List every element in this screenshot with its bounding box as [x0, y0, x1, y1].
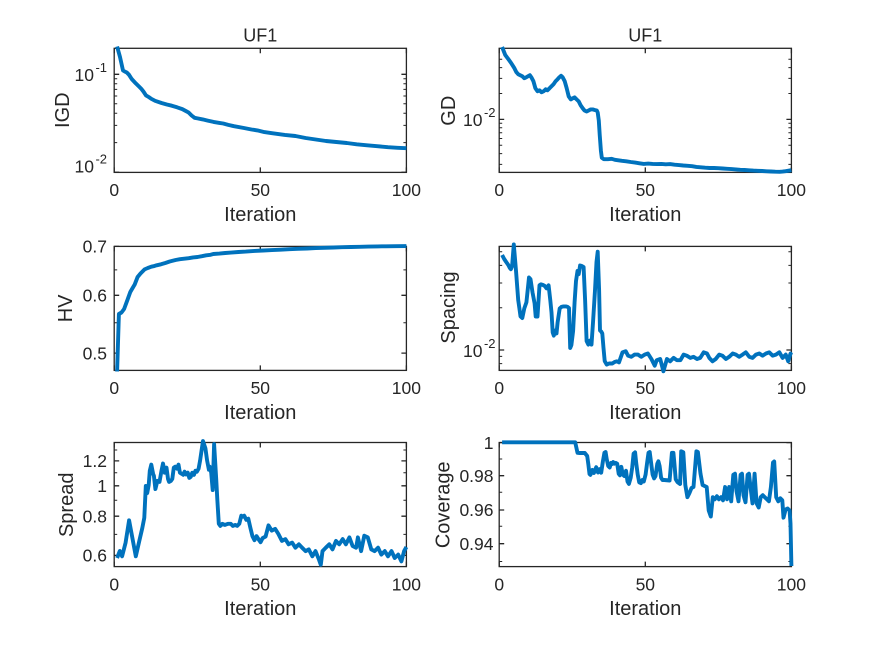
svg-text:0.5: 0.5	[83, 343, 107, 363]
svg-text:IGD: IGD	[52, 92, 74, 128]
svg-text:0.94: 0.94	[459, 534, 493, 554]
svg-text:50: 50	[251, 574, 271, 594]
svg-text:0: 0	[109, 574, 119, 594]
svg-text:-2: -2	[95, 152, 107, 167]
svg-text:Iteration: Iteration	[609, 598, 681, 620]
svg-text:Iteration: Iteration	[224, 402, 296, 424]
svg-text:HV: HV	[55, 294, 77, 322]
svg-text:100: 100	[777, 180, 806, 200]
svg-text:Iteration: Iteration	[224, 204, 296, 226]
svg-text:Spread: Spread	[56, 473, 78, 538]
svg-text:0: 0	[494, 378, 504, 398]
svg-text:50: 50	[636, 574, 656, 594]
svg-text:100: 100	[392, 574, 421, 594]
svg-text:10: 10	[75, 65, 95, 85]
svg-text:GD: GD	[438, 96, 460, 126]
svg-text:0: 0	[494, 574, 504, 594]
svg-text:0.6: 0.6	[83, 546, 107, 566]
svg-text:UF1: UF1	[628, 26, 662, 46]
svg-text:100: 100	[392, 378, 421, 398]
svg-text:50: 50	[636, 180, 656, 200]
svg-text:0: 0	[494, 180, 504, 200]
svg-text:Spacing: Spacing	[438, 271, 460, 343]
svg-text:10: 10	[463, 341, 483, 361]
svg-text:Iteration: Iteration	[609, 402, 681, 424]
svg-text:Iteration: Iteration	[609, 204, 681, 226]
svg-text:10: 10	[463, 110, 483, 130]
svg-text:0.7: 0.7	[83, 237, 107, 257]
svg-text:0.8: 0.8	[83, 506, 107, 526]
svg-text:1: 1	[97, 476, 107, 496]
svg-text:0: 0	[109, 378, 119, 398]
svg-text:Iteration: Iteration	[224, 598, 296, 620]
svg-text:50: 50	[251, 180, 271, 200]
svg-text:100: 100	[777, 574, 806, 594]
svg-text:0.98: 0.98	[459, 466, 493, 486]
svg-text:-2: -2	[484, 105, 496, 120]
svg-text:0: 0	[109, 180, 119, 200]
svg-text:10: 10	[75, 157, 95, 177]
svg-text:UF1: UF1	[243, 26, 277, 46]
svg-text:-2: -2	[484, 336, 496, 351]
svg-text:100: 100	[777, 378, 806, 398]
svg-text:50: 50	[636, 378, 656, 398]
svg-text:1.2: 1.2	[83, 451, 107, 471]
svg-text:100: 100	[392, 180, 421, 200]
svg-text:-1: -1	[95, 60, 107, 75]
svg-text:50: 50	[251, 378, 271, 398]
svg-text:0.6: 0.6	[83, 286, 107, 306]
svg-text:Coverage: Coverage	[433, 461, 455, 548]
svg-text:1: 1	[484, 433, 494, 453]
svg-text:0.96: 0.96	[459, 500, 493, 520]
